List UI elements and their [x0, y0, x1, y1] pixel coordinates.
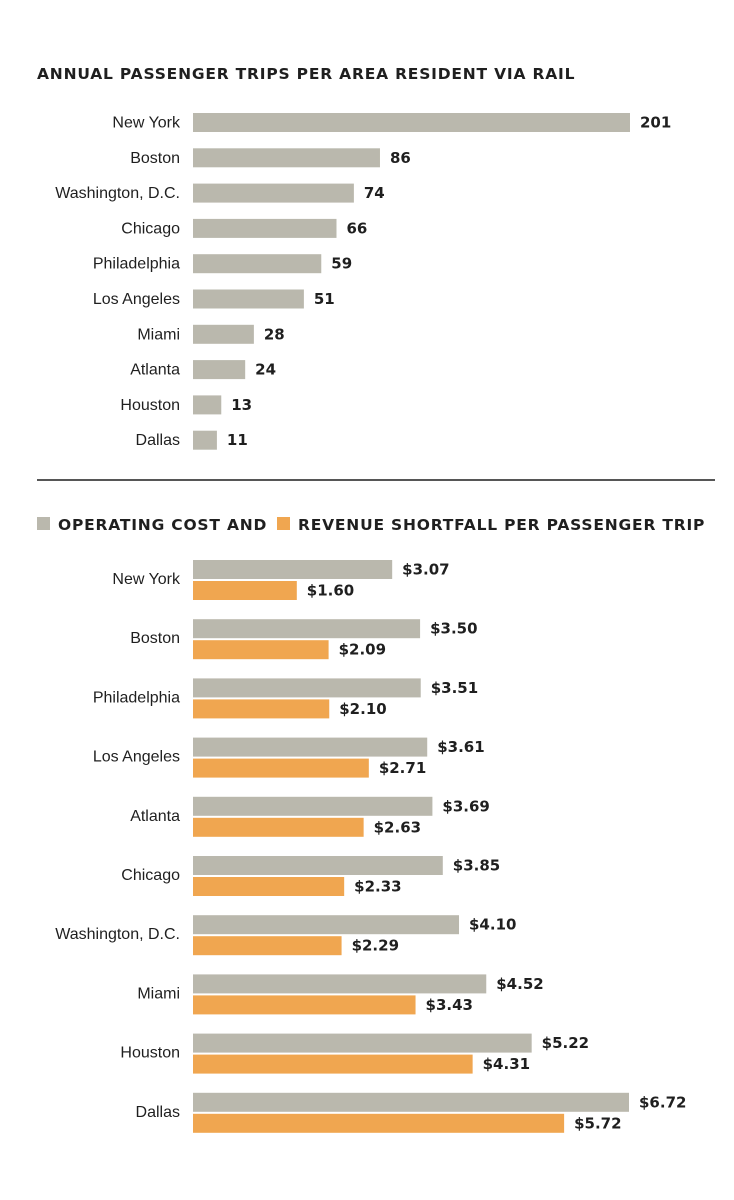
category-label-los-angeles: Los Angeles — [93, 291, 180, 308]
category-label-new-york: New York — [112, 571, 181, 588]
bar-washington-d-c — [193, 183, 354, 203]
bar-chicago — [193, 218, 337, 238]
chart1-title: ANNUAL PASSENGER TRIPS PER AREA RESIDENT… — [37, 65, 575, 83]
value-label-revenue-shortfall-dallas: $5.72 — [574, 1114, 621, 1132]
value-label-revenue-shortfall-houston: $4.31 — [483, 1055, 530, 1073]
bar-atlanta — [193, 360, 246, 380]
category-label-dallas: Dallas — [136, 1104, 180, 1121]
value-label-new-york: 201 — [640, 114, 671, 132]
category-label-new-york: New York — [112, 115, 181, 132]
value-label-chicago: 66 — [346, 219, 367, 237]
bar-revenue-shortfall-atlanta — [193, 817, 364, 837]
value-label-dallas: 11 — [227, 431, 248, 449]
category-label-philadelphia: Philadelphia — [93, 256, 180, 273]
bar-operating-cost-washington-d-c — [193, 915, 460, 935]
bar-miami — [193, 324, 254, 344]
category-label-miami: Miami — [137, 985, 180, 1002]
value-label-revenue-shortfall-new-york: $1.60 — [307, 582, 354, 600]
bar-philadelphia — [193, 254, 322, 274]
category-label-los-angeles: Los Angeles — [93, 749, 180, 766]
bar-revenue-shortfall-boston — [193, 640, 329, 660]
bar-revenue-shortfall-dallas — [193, 1113, 565, 1133]
bar-operating-cost-los-angeles — [193, 737, 428, 757]
value-label-operating-cost-los-angeles: $3.61 — [437, 738, 484, 756]
value-label-revenue-shortfall-washington-d-c: $2.29 — [352, 937, 399, 955]
value-label-washington-d-c: 74 — [364, 184, 385, 202]
bar-revenue-shortfall-new-york — [193, 581, 297, 600]
bar-revenue-shortfall-miami — [193, 995, 416, 1015]
value-label-atlanta: 24 — [255, 361, 276, 379]
category-label-boston: Boston — [130, 150, 180, 167]
category-label-philadelphia: Philadelphia — [93, 689, 180, 706]
value-label-revenue-shortfall-atlanta: $2.63 — [374, 818, 421, 836]
category-label-boston: Boston — [130, 630, 180, 647]
category-label-washington-d-c: Washington, D.C. — [55, 185, 180, 202]
bar-revenue-shortfall-philadelphia — [193, 699, 330, 719]
bar-operating-cost-dallas — [193, 1092, 629, 1112]
bar-houston — [193, 395, 222, 415]
bar-operating-cost-chicago — [193, 856, 443, 875]
bar-revenue-shortfall-los-angeles — [193, 758, 369, 778]
category-label-chicago: Chicago — [121, 867, 180, 884]
category-label-atlanta: Atlanta — [130, 808, 180, 825]
value-label-operating-cost-boston: $3.50 — [430, 620, 477, 638]
bar-los-angeles — [193, 289, 304, 309]
value-label-philadelphia: 59 — [331, 255, 352, 273]
value-label-revenue-shortfall-los-angeles: $2.71 — [379, 759, 426, 777]
bar-operating-cost-miami — [193, 974, 487, 994]
category-label-atlanta: Atlanta — [130, 362, 180, 379]
category-label-washington-d-c: Washington, D.C. — [55, 926, 180, 943]
value-label-revenue-shortfall-chicago: $2.33 — [354, 878, 401, 896]
value-label-operating-cost-houston: $5.22 — [542, 1034, 589, 1052]
chart1-bars: New York 201 Boston 86 Washington, D.C. 74 Chi… — [55, 113, 671, 450]
bar-operating-cost-atlanta — [193, 796, 433, 816]
bar-revenue-shortfall-washington-d-c — [193, 936, 342, 956]
value-label-boston: 86 — [390, 149, 411, 167]
value-label-revenue-shortfall-miami: $3.43 — [426, 996, 473, 1014]
value-label-operating-cost-washington-d-c: $4.10 — [469, 916, 516, 934]
value-label-revenue-shortfall-philadelphia: $2.10 — [339, 700, 386, 718]
value-label-operating-cost-chicago: $3.85 — [453, 857, 500, 875]
chart2-bars: New York $3.07 $1.60 Boston $3.50 $2.09 Philad… — [55, 560, 686, 1133]
bar-operating-cost-houston — [193, 1033, 532, 1053]
category-label-chicago: Chicago — [121, 220, 180, 237]
category-label-dallas: Dallas — [136, 432, 180, 449]
value-label-operating-cost-atlanta: $3.69 — [442, 797, 489, 815]
bar-boston — [193, 148, 380, 168]
legend-label-revenue-shortfall: REVENUE SHORTFALL PER PASSENGER TRIP — [298, 516, 705, 534]
value-label-los-angeles: 51 — [314, 290, 335, 308]
bar-operating-cost-philadelphia — [193, 678, 421, 698]
value-label-operating-cost-dallas: $6.72 — [639, 1093, 686, 1111]
legend-swatch-operating-cost — [37, 517, 50, 530]
category-label-houston: Houston — [120, 397, 180, 414]
legend-label-operating-cost: OPERATING COST AND — [58, 516, 267, 534]
value-label-miami: 28 — [264, 325, 285, 343]
chart2-legend: OPERATING COST AND REVENUE SHORTFALL PER… — [37, 516, 705, 534]
bar-revenue-shortfall-chicago — [193, 877, 345, 896]
bar-operating-cost-new-york — [193, 560, 393, 579]
value-label-houston: 13 — [231, 396, 252, 414]
bar-revenue-shortfall-houston — [193, 1054, 473, 1074]
bar-new-york — [193, 113, 630, 132]
value-label-revenue-shortfall-boston: $2.09 — [339, 641, 386, 659]
legend-swatch-revenue-shortfall — [277, 517, 290, 530]
value-label-operating-cost-new-york: $3.07 — [402, 561, 449, 579]
value-label-operating-cost-philadelphia: $3.51 — [431, 679, 478, 697]
category-label-houston: Houston — [120, 1045, 180, 1062]
bar-operating-cost-boston — [193, 619, 421, 639]
bar-dallas — [193, 430, 217, 450]
category-label-miami: Miami — [137, 326, 180, 343]
value-label-operating-cost-miami: $4.52 — [496, 975, 543, 993]
